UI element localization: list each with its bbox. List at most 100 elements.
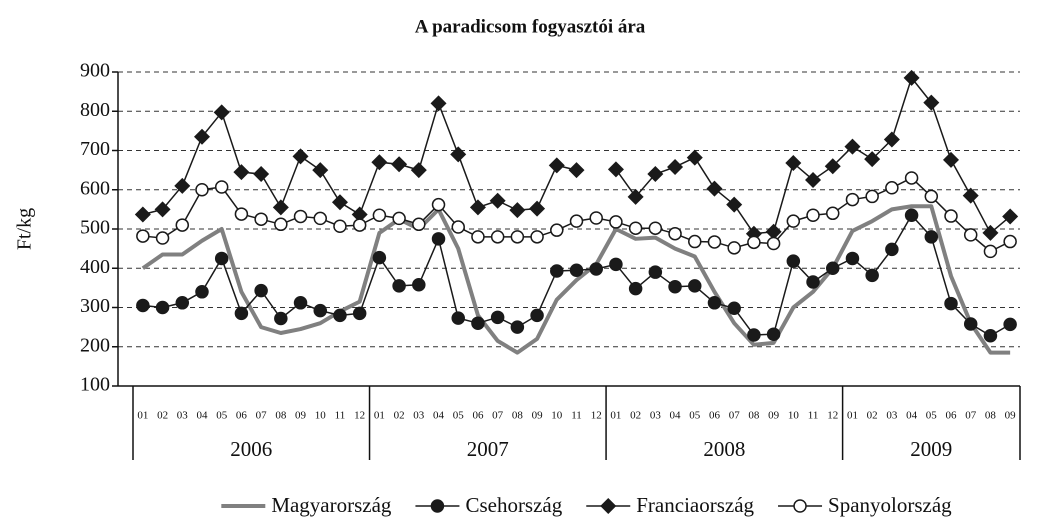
point xyxy=(1002,208,1019,225)
point xyxy=(903,69,920,86)
x-tick-label: 10 xyxy=(315,410,327,422)
x-tick-label: 08 xyxy=(275,410,287,422)
point xyxy=(292,148,309,165)
y-tick-label: 400 xyxy=(80,256,110,278)
point xyxy=(333,219,347,234)
point xyxy=(609,257,623,272)
x-tick-label: 07 xyxy=(256,410,268,422)
point xyxy=(923,94,940,111)
point xyxy=(489,192,506,209)
point xyxy=(274,217,288,232)
point xyxy=(569,214,584,228)
point xyxy=(647,166,664,183)
x-tick-label: 08 xyxy=(985,410,997,422)
x-tick-label: 01 xyxy=(137,410,148,422)
x-tick-label: 10 xyxy=(551,410,563,422)
point xyxy=(509,202,526,219)
point xyxy=(609,215,623,229)
point xyxy=(845,192,860,207)
year-label: 2009 xyxy=(910,437,952,461)
point xyxy=(668,279,682,294)
x-tick-label: 04 xyxy=(196,410,208,422)
point xyxy=(627,188,644,205)
x-tick-label: 08 xyxy=(748,410,760,422)
point xyxy=(983,329,998,343)
point xyxy=(686,149,703,166)
point xyxy=(431,232,446,246)
point xyxy=(372,208,387,223)
point xyxy=(529,200,546,217)
point xyxy=(765,223,782,240)
x-tick-label: 03 xyxy=(413,410,425,422)
chart-title: A paradicsom fogyasztói ára xyxy=(415,16,646,37)
point xyxy=(254,283,268,298)
point xyxy=(1003,234,1017,249)
x-tick-label: 11 xyxy=(571,410,582,422)
x-tick-label: 05 xyxy=(216,410,228,422)
point xyxy=(883,131,900,148)
x-tick-label: 12 xyxy=(591,410,602,422)
point xyxy=(688,234,702,249)
y-tick-label: 700 xyxy=(80,138,110,160)
point xyxy=(490,230,505,244)
point xyxy=(550,264,564,278)
point xyxy=(982,224,999,241)
x-tick-label: 01 xyxy=(847,410,858,422)
point xyxy=(274,311,288,326)
point xyxy=(155,300,170,315)
point xyxy=(193,128,210,145)
point xyxy=(174,177,191,194)
point xyxy=(825,261,840,275)
point xyxy=(510,230,525,244)
point xyxy=(312,162,329,179)
point xyxy=(600,498,617,514)
point xyxy=(668,226,682,241)
point xyxy=(924,189,939,204)
point xyxy=(214,251,229,266)
x-tick-label: 05 xyxy=(689,410,701,422)
point xyxy=(904,171,919,185)
point xyxy=(392,279,406,293)
x-tick-label: 07 xyxy=(965,410,977,422)
point xyxy=(392,211,406,226)
point xyxy=(727,241,741,255)
x-tick-label: 03 xyxy=(886,410,898,422)
point xyxy=(786,214,801,228)
point xyxy=(431,197,446,212)
point xyxy=(785,155,802,172)
x-tick-label: 07 xyxy=(492,410,504,422)
point xyxy=(628,281,643,296)
point xyxy=(864,151,881,168)
point xyxy=(589,262,603,276)
point xyxy=(254,212,268,226)
point xyxy=(412,277,426,292)
x-tick-label: 03 xyxy=(650,410,662,422)
x-tick-label: 10 xyxy=(788,410,800,422)
year-label: 2006 xyxy=(230,437,272,461)
point xyxy=(451,311,465,325)
point xyxy=(175,218,190,232)
point xyxy=(589,211,603,225)
y-tick-label: 500 xyxy=(80,217,110,239)
legend-label: Spanyolország xyxy=(828,493,952,517)
legend-item: Franciaország xyxy=(586,493,755,517)
x-tick-label: 01 xyxy=(374,410,385,422)
point xyxy=(293,296,308,310)
point xyxy=(234,306,249,321)
point xyxy=(490,310,505,325)
point xyxy=(313,303,328,318)
point xyxy=(313,211,328,226)
point xyxy=(352,306,367,321)
point xyxy=(548,157,565,174)
point xyxy=(450,146,467,163)
point xyxy=(944,296,958,311)
y-tick-label: 900 xyxy=(80,60,110,82)
x-tick-label: 04 xyxy=(906,410,918,422)
point xyxy=(904,208,919,223)
point xyxy=(667,158,684,175)
point xyxy=(865,268,879,283)
point xyxy=(253,166,270,183)
x-tick-label: 06 xyxy=(709,410,721,422)
point xyxy=(648,265,663,279)
point xyxy=(155,231,170,245)
